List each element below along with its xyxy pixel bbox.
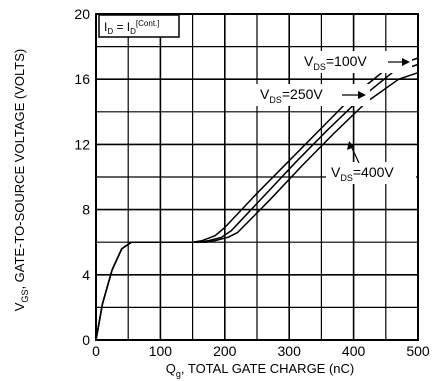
plot-frame: [95, 13, 419, 341]
annotation-vds-400: VDS=400V: [326, 141, 416, 184]
y-tick-labels: 0 4 8 12 16 20: [74, 6, 90, 348]
y-tick-label: 20: [74, 6, 90, 22]
annotation-vds-100-label: VDS=100V: [304, 53, 367, 72]
annotation-vds-250-label: VDS=250V: [260, 86, 323, 105]
annotation-vds-250: VDS=250V: [254, 84, 370, 106]
arrowhead-vds-100: [402, 58, 410, 66]
arrow-vds-400: [350, 145, 360, 164]
y-tick-label: 12: [74, 136, 90, 152]
y-tick-label: 0: [82, 332, 90, 348]
condition-box-text: ID = ID[Cont.]: [104, 19, 160, 36]
condition-box: ID = ID[Cont.]: [98, 14, 180, 38]
series-line-3: [95, 71, 419, 341]
arrowhead-vds-400: [347, 141, 354, 150]
x-tick-label: 100: [149, 343, 173, 359]
x-tick-label: 400: [342, 343, 366, 359]
x-tick-label: 0: [92, 343, 100, 359]
x-tick-label: 500: [406, 343, 430, 359]
annotation-vds-100: VDS=100V: [298, 51, 412, 73]
annotation-vds-400-label: VDS=400V: [331, 164, 394, 183]
condition-box-border: [98, 14, 180, 38]
y-axis-title: VGS, GATE-TO-SOURCE VOLTAGE (VOLTS): [12, 49, 30, 311]
x-tick-label: 300: [278, 343, 302, 359]
y-tick-label: 16: [74, 71, 90, 87]
y-tick-label: 8: [82, 202, 90, 218]
series-lines: [95, 57, 419, 341]
x-axis-title: Qg, TOTAL GATE CHARGE (nC): [166, 361, 355, 379]
x-tick-label: 200: [213, 343, 237, 359]
y-tick-label: 4: [82, 267, 90, 283]
arrowhead-vds-250: [358, 91, 366, 99]
x-tick-labels: 0 100 200 300 400 500: [92, 343, 430, 359]
